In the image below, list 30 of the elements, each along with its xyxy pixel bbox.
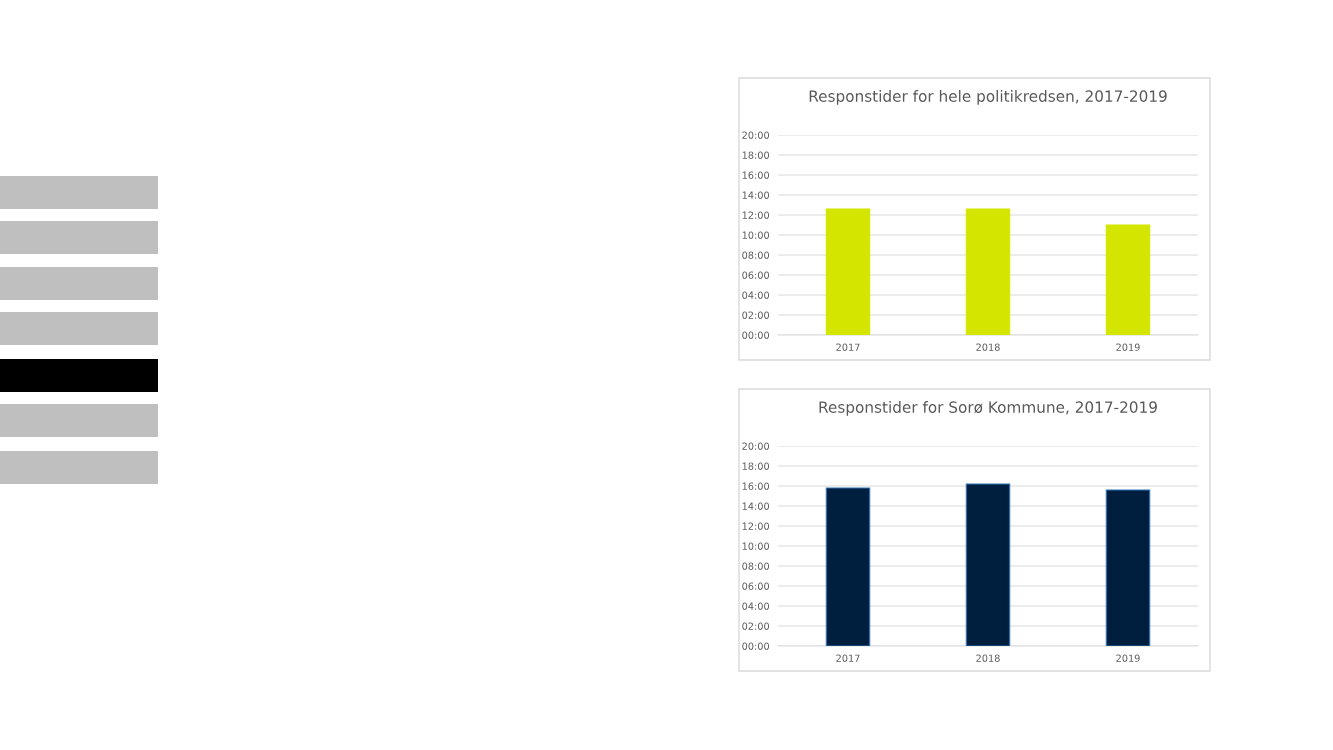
y-tick-label: 14:00 <box>742 191 770 199</box>
x-tick-label: 2017 <box>836 343 860 351</box>
y-tick-label: 16:00 <box>742 482 770 490</box>
x-tick-label: 2018 <box>976 654 1000 662</box>
y-tick-label: 10:00 <box>742 231 770 239</box>
x-tick-label: 2017 <box>836 654 860 662</box>
y-tick-label: 12:00 <box>742 522 770 530</box>
x-tick-label: 2019 <box>1116 343 1140 351</box>
y-tick-label: 16:00 <box>742 171 770 179</box>
y-tick-label: 18:00 <box>742 462 770 470</box>
y-tick-label: 02:00 <box>742 622 770 630</box>
x-tick-label: 2018 <box>976 343 1000 351</box>
y-tick-label: 00:00 <box>742 642 770 650</box>
y-tick-label: 00:00 <box>742 331 770 339</box>
y-tick-label: 06:00 <box>742 271 770 279</box>
y-tick-label: 18:00 <box>742 151 770 159</box>
y-tick-label: 08:00 <box>742 251 770 259</box>
y-tick-label: 04:00 <box>742 291 770 299</box>
y-tick-label: 14:00 <box>742 502 770 510</box>
chart-title: Responstider for Sorø Kommune, 2017-2019 <box>819 401 1157 416</box>
y-tick-label: 04:00 <box>742 602 770 610</box>
y-tick-label: 12:00 <box>742 211 770 219</box>
y-tick-label: 02:00 <box>742 311 770 319</box>
y-tick-label: 10:00 <box>742 542 770 550</box>
y-tick-label: 20:00 <box>742 131 770 139</box>
y-tick-label: 20:00 <box>742 442 770 450</box>
y-tick-label: 08:00 <box>742 562 770 570</box>
chart-title: Responstider for hele politikredsen, 2017-2019 <box>809 90 1167 105</box>
y-tick-label: 06:00 <box>742 582 770 590</box>
x-tick-label: 2019 <box>1116 654 1140 662</box>
